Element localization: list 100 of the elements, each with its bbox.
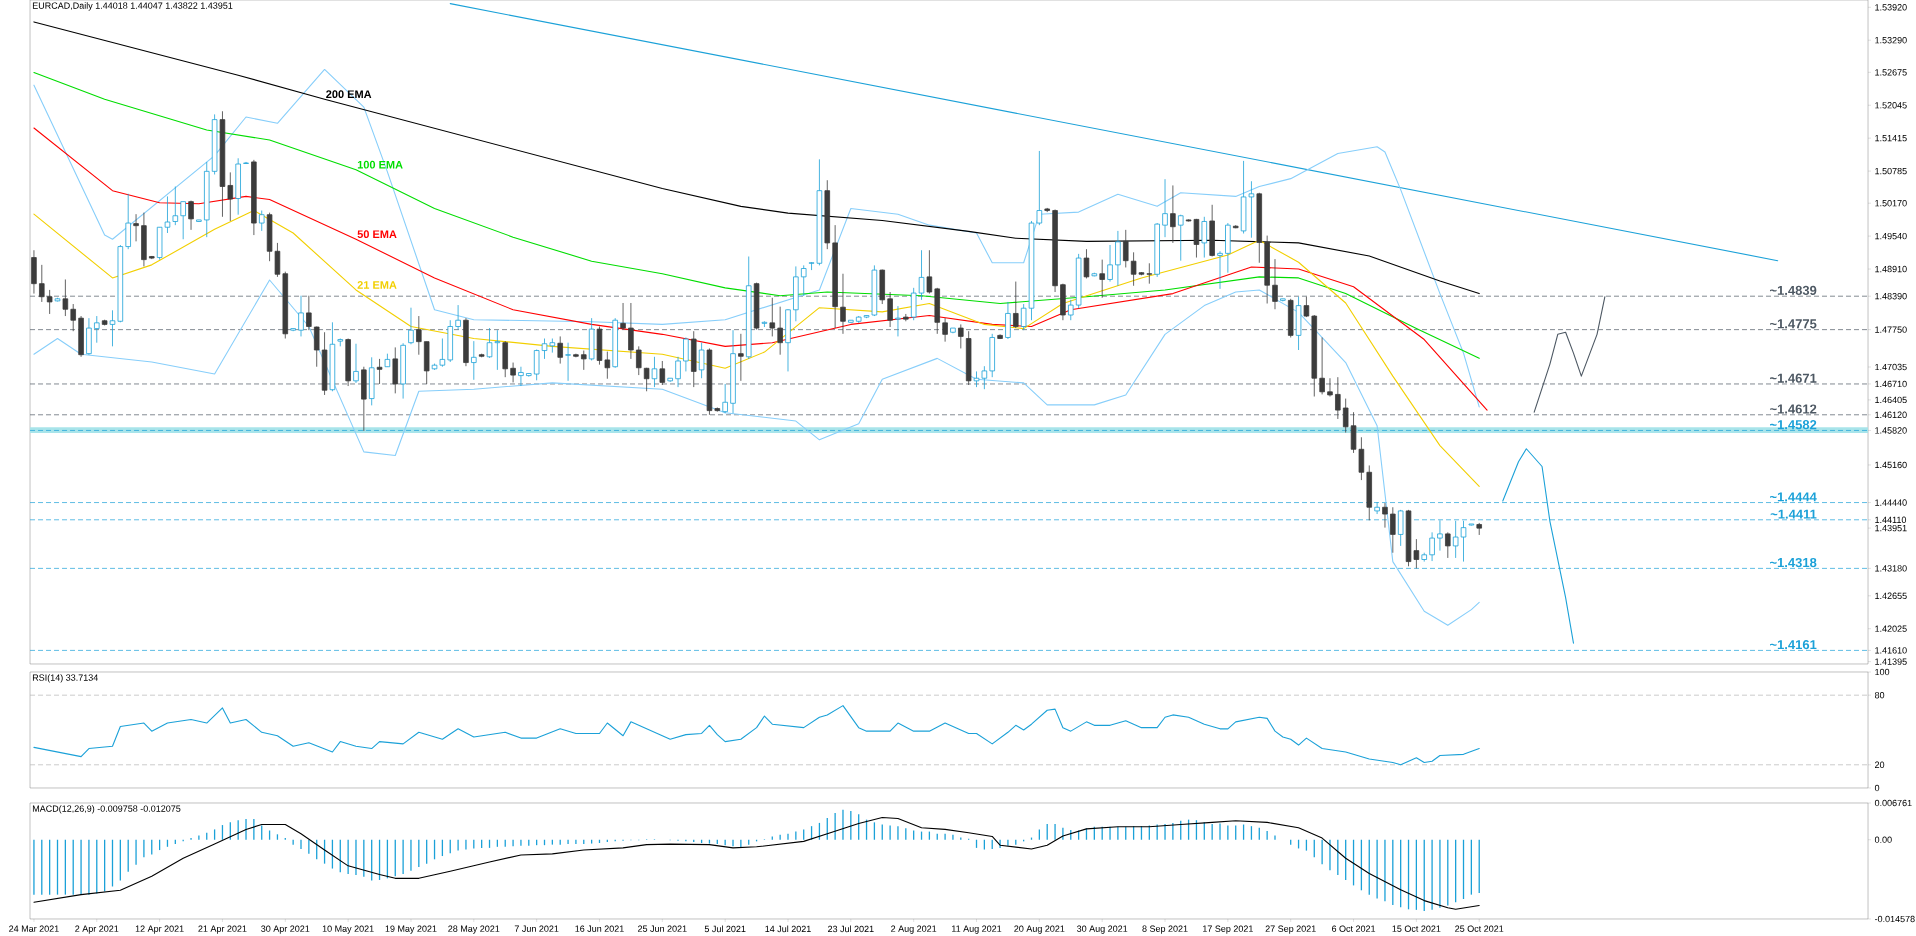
candlestick bbox=[1099, 259, 1105, 299]
candlestick bbox=[1123, 229, 1129, 268]
candlestick bbox=[1217, 250, 1223, 290]
candlestick bbox=[353, 343, 359, 384]
x-tick-label: 17 Sep 2021 bbox=[1203, 925, 1253, 934]
candlestick bbox=[1437, 519, 1443, 552]
candlestick bbox=[683, 337, 689, 372]
y-tick-label: 1.53290 bbox=[1875, 37, 1907, 44]
candlestick bbox=[227, 171, 234, 222]
candlestick bbox=[180, 201, 186, 240]
ref-line-label: ~1.4839 bbox=[1769, 285, 1817, 295]
y-tick-label: 1.52045 bbox=[1875, 102, 1907, 109]
line-series bbox=[33, 209, 1480, 487]
candlestick bbox=[1068, 299, 1074, 321]
ref-line-label: ~1.4582 bbox=[1769, 420, 1817, 430]
candlestick bbox=[926, 249, 933, 294]
candlestick bbox=[651, 356, 658, 388]
candlestick bbox=[777, 306, 783, 356]
y-tick-label: 1.50170 bbox=[1875, 200, 1907, 207]
candlestick bbox=[1201, 216, 1208, 258]
y-tick-label: -0.014578 bbox=[1874, 915, 1915, 923]
ref-line-label: ~1.4775 bbox=[1769, 319, 1817, 329]
candlestick bbox=[722, 383, 728, 414]
x-tick-label: 23 Jul 2021 bbox=[828, 925, 874, 933]
x-tick-label: 5 Jul 2021 bbox=[704, 925, 746, 933]
x-tick-label: 2 Aug 2021 bbox=[891, 925, 937, 934]
x-tick-label: 25 Oct 2021 bbox=[1455, 925, 1504, 932]
x-tick-label: 24 Mar 2021 bbox=[9, 925, 59, 932]
candlestick bbox=[376, 358, 383, 385]
y-tick-label: 1.49540 bbox=[1875, 232, 1907, 240]
series-label: 21 EMA bbox=[357, 281, 397, 289]
candlestick bbox=[659, 360, 666, 386]
candlestick bbox=[1382, 502, 1388, 529]
y-tick-label: 80 bbox=[1874, 691, 1885, 699]
line-series bbox=[33, 21, 1480, 295]
y-tick-label: 100 bbox=[1875, 668, 1890, 676]
candlestick bbox=[1452, 520, 1459, 559]
x-tick-label: 30 Aug 2021 bbox=[1077, 925, 1128, 934]
line-series bbox=[33, 127, 1488, 411]
candlestick bbox=[1083, 248, 1090, 279]
line-series bbox=[33, 72, 1480, 359]
y-tick-label: 1.52675 bbox=[1875, 69, 1907, 76]
x-tick-label: 30 Apr 2021 bbox=[261, 925, 310, 934]
candlestick bbox=[738, 333, 744, 382]
x-tick-label: 28 May 2021 bbox=[448, 925, 500, 934]
candlestick bbox=[698, 342, 705, 379]
y-tick-label: 1.47035 bbox=[1875, 363, 1907, 371]
candlestick bbox=[918, 249, 925, 301]
candlestick bbox=[62, 279, 69, 317]
candlestick bbox=[628, 302, 634, 360]
y-tick-label: 1.46405 bbox=[1875, 396, 1907, 404]
ref-line-label: ~1.4411 bbox=[1770, 509, 1817, 519]
candlestick bbox=[1115, 230, 1121, 287]
series-label: 50 EMA bbox=[357, 230, 397, 239]
candlestick bbox=[70, 303, 76, 332]
ref-line-label: ~1.4671 bbox=[1769, 373, 1817, 383]
candlestick bbox=[172, 186, 179, 226]
candlestick bbox=[1162, 178, 1168, 238]
y-tick-label: 1.42655 bbox=[1875, 592, 1907, 599]
candlestick bbox=[125, 193, 131, 250]
candlestick bbox=[1319, 337, 1325, 395]
x-tick-label: 20 Aug 2021 bbox=[1014, 925, 1065, 934]
candlestick bbox=[408, 307, 414, 345]
candlestick bbox=[94, 315, 100, 344]
y-tick-label: 1.44110 bbox=[1875, 516, 1907, 523]
x-tick-label: 16 Jun 2021 bbox=[575, 925, 624, 932]
line-series bbox=[33, 68, 1480, 408]
y-tick-label: 1.47750 bbox=[1875, 326, 1907, 333]
candlestick bbox=[1342, 398, 1349, 433]
y-tick-label: 0 bbox=[1874, 784, 1880, 792]
candlestick bbox=[1390, 506, 1396, 554]
candlestick bbox=[1272, 258, 1278, 310]
candlestick bbox=[1429, 531, 1435, 562]
candlestick bbox=[258, 210, 265, 232]
series-label: 200 EMA bbox=[326, 90, 372, 99]
y-tick-label: 1.48390 bbox=[1875, 293, 1907, 300]
candlestick bbox=[887, 291, 893, 328]
y-tick-label: 1.46120 bbox=[1875, 411, 1907, 418]
candlestick bbox=[1445, 531, 1451, 559]
candlestick bbox=[840, 273, 846, 335]
candlestick bbox=[1107, 244, 1113, 282]
x-tick-label: 6 Oct 2021 bbox=[1331, 925, 1376, 932]
candlestick bbox=[1327, 377, 1333, 397]
candlestick bbox=[306, 295, 312, 331]
candlestick bbox=[1013, 281, 1019, 329]
candlestick bbox=[942, 317, 948, 343]
y-tick-label: 1.42025 bbox=[1875, 625, 1907, 632]
y-tick-label: 1.48910 bbox=[1875, 265, 1907, 273]
y-tick-label: 0.006761 bbox=[1874, 799, 1912, 807]
chart-title: MACD(12,26,9) -0.009758 -0.012075 bbox=[32, 805, 181, 814]
y-tick-label: 1.41395 bbox=[1875, 658, 1907, 665]
line-series bbox=[33, 705, 1480, 766]
x-tick-label: 12 Apr 2021 bbox=[135, 925, 184, 934]
candlestick bbox=[581, 350, 587, 371]
x-tick-label: 14 Jul 2021 bbox=[765, 925, 811, 933]
y-tick-label: 1.44440 bbox=[1875, 499, 1907, 506]
line-series bbox=[33, 279, 1480, 626]
candlestick bbox=[675, 356, 681, 388]
ref-line-label: ~1.4612 bbox=[1769, 404, 1817, 414]
candlestick bbox=[109, 309, 116, 347]
